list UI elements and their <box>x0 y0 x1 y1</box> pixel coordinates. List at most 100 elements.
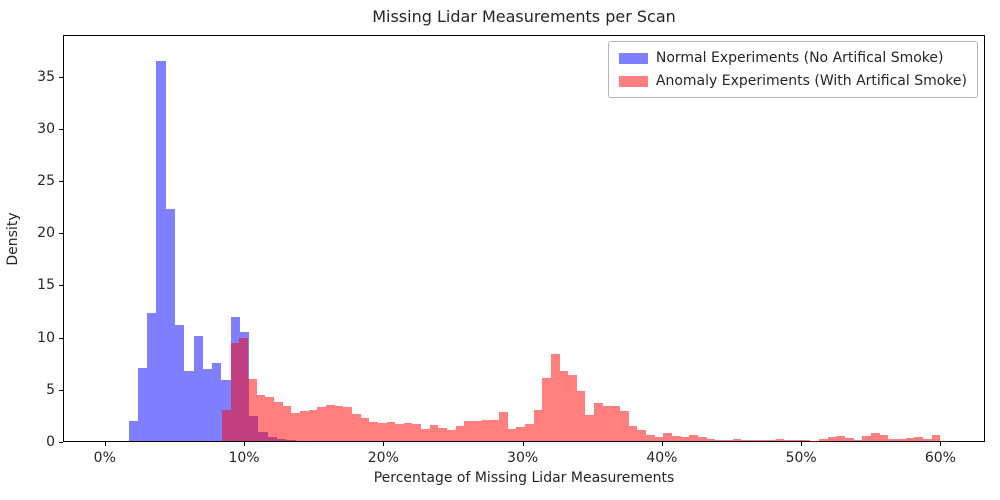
histogram-bar <box>620 410 629 441</box>
histogram-bar <box>568 374 577 441</box>
y-tick-mark <box>59 76 63 78</box>
histogram-bar <box>256 395 266 441</box>
y-tick-mark <box>59 128 63 130</box>
histogram-bar <box>594 402 603 441</box>
histogram-bar <box>533 409 543 441</box>
histogram-bar <box>914 436 923 441</box>
y-tick-label: 20 <box>37 225 55 242</box>
histogram-bar <box>498 411 508 441</box>
histogram-bar <box>447 430 456 441</box>
histogram-bar <box>680 437 690 441</box>
x-tick-label: 60% <box>924 450 956 466</box>
histogram-bar <box>542 377 551 441</box>
histogram-bar <box>412 423 422 441</box>
histogram-bar <box>351 414 361 441</box>
histogram-bar <box>749 440 759 441</box>
histogram-bar <box>343 406 352 441</box>
histogram-bar <box>931 435 941 441</box>
histogram-bar <box>576 391 586 441</box>
x-tick-label: 30% <box>507 450 539 466</box>
legend-swatch-red <box>618 75 648 87</box>
x-tick-mark <box>383 442 385 446</box>
legend-label-normal: Normal Experiments (No Artifical Smoke) <box>655 50 944 66</box>
histogram-bar <box>274 401 283 441</box>
x-tick-mark <box>244 442 246 446</box>
histogram-bar <box>550 353 560 441</box>
histogram-bar <box>386 422 396 441</box>
histogram-bar <box>156 60 166 441</box>
histogram-bar <box>646 435 655 441</box>
histogram-bar <box>637 429 647 441</box>
histogram-bar <box>819 438 828 441</box>
histogram-bar <box>308 409 318 441</box>
histogram-bar <box>827 436 837 441</box>
histogram-bar <box>291 412 300 441</box>
chart-title: Missing Lidar Measurements per Scan <box>372 7 676 26</box>
histogram-bar <box>706 439 716 441</box>
y-tick-label: 30 <box>37 120 55 137</box>
histogram-bar <box>222 409 231 441</box>
histogram-bar <box>896 438 906 441</box>
histogram-bar <box>239 338 249 441</box>
y-tick-label: 0 <box>46 434 55 450</box>
histogram-bar <box>438 427 448 441</box>
histogram-bar <box>490 419 499 441</box>
histogram-bar <box>845 438 854 441</box>
histogram-bar <box>147 313 157 441</box>
legend-swatch-blue <box>618 52 648 64</box>
x-tick-mark <box>104 442 106 446</box>
y-tick-label: 35 <box>37 68 55 85</box>
y-tick-mark <box>59 442 63 443</box>
y-tick-label: 10 <box>37 329 55 346</box>
x-tick-mark <box>801 442 803 446</box>
histogram-bar <box>654 436 664 441</box>
y-tick-mark <box>59 337 63 339</box>
histogram-bar <box>464 421 474 441</box>
histogram-bar <box>801 440 811 441</box>
x-tick-label: 10% <box>228 450 260 466</box>
histogram-bar <box>732 439 742 441</box>
histogram-bar <box>403 422 413 441</box>
x-tick-label: 0% <box>93 450 116 466</box>
histogram-bar <box>395 424 404 441</box>
histogram-bar <box>165 209 175 441</box>
histogram-bar <box>559 371 569 441</box>
x-tick-mark <box>661 442 663 446</box>
histogram-bar <box>473 421 482 441</box>
y-tick-mark <box>59 285 63 287</box>
histogram-bar <box>265 397 275 441</box>
histogram-bar <box>421 428 430 441</box>
histogram-bar <box>193 336 203 441</box>
histogram-bar <box>767 440 776 441</box>
histogram-bar <box>300 410 309 441</box>
histogram-bar <box>602 405 612 441</box>
y-tick-label: 5 <box>46 381 55 398</box>
histogram-bar <box>715 439 724 441</box>
histogram-bar <box>697 437 707 441</box>
histogram-bar <box>230 343 240 441</box>
histogram-bar <box>611 405 621 441</box>
y-tick-mark <box>59 233 63 235</box>
histogram-bar <box>879 434 889 441</box>
histogram-bar <box>870 433 880 441</box>
histogram-bar <box>507 428 517 441</box>
histogram-bar <box>775 438 785 441</box>
histogram-bar <box>888 438 897 441</box>
x-tick-mark <box>940 442 942 446</box>
legend-entry-normal: Normal Experiments (No Artifical Smoke) <box>618 50 967 66</box>
histogram-bar <box>672 435 681 441</box>
histogram-bar <box>516 426 525 441</box>
histogram-bar <box>137 368 148 441</box>
histogram-bar <box>758 440 768 441</box>
histogram-bar <box>585 415 595 441</box>
histogram-bar <box>905 438 915 441</box>
histogram-bar <box>836 436 846 441</box>
histogram-bar <box>455 426 465 441</box>
histogram-bar <box>784 439 794 441</box>
series-anomaly-experiments <box>64 36 984 441</box>
histogram-bar <box>317 407 326 441</box>
histogram-bar <box>723 440 733 441</box>
x-tick-label: 40% <box>646 450 678 466</box>
x-axis-label: Percentage of Missing Lidar Measurements <box>373 470 675 486</box>
histogram-bar <box>377 423 387 441</box>
